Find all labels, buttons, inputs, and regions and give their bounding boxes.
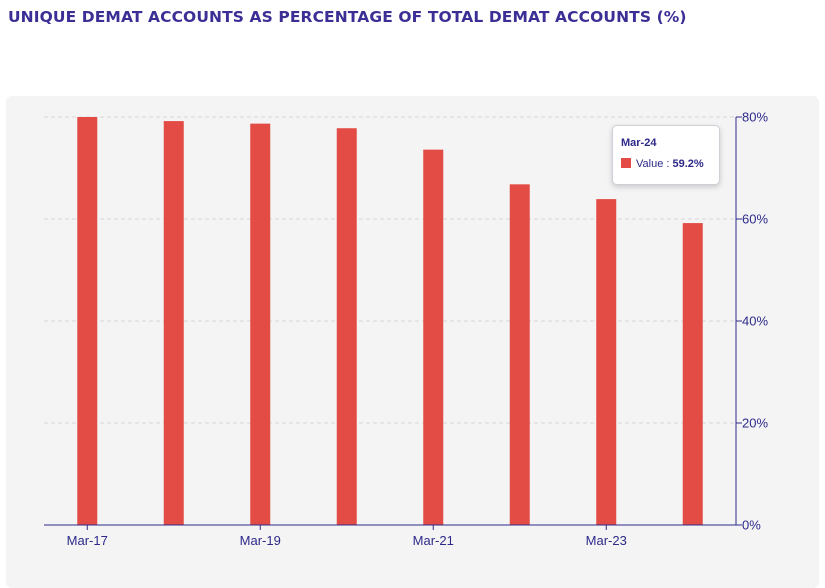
bar bbox=[77, 117, 98, 525]
y-tick-label: 60% bbox=[742, 212, 768, 227]
bar bbox=[336, 128, 357, 525]
bar bbox=[682, 223, 703, 525]
x-tick-label: Mar-21 bbox=[413, 533, 454, 548]
tooltip-value: 59.2% bbox=[672, 158, 704, 170]
bar bbox=[509, 184, 530, 525]
value-tooltip: Mar-24 Value : 59.2% bbox=[612, 125, 720, 185]
x-tick-label: Mar-23 bbox=[586, 533, 627, 548]
y-tick-label: 0% bbox=[742, 518, 761, 533]
tooltip-separator: : bbox=[666, 158, 670, 170]
y-tick-label: 80% bbox=[742, 110, 768, 125]
tooltip-swatch-icon bbox=[621, 158, 631, 168]
chart-title: UNIQUE DEMAT ACCOUNTS AS PERCENTAGE OF T… bbox=[8, 8, 687, 26]
tooltip-series-label: Value bbox=[636, 158, 664, 170]
tooltip-row: Value : 59.2% bbox=[621, 158, 704, 170]
tooltip-category: Mar-24 bbox=[621, 137, 657, 149]
bar bbox=[423, 149, 444, 525]
y-tick-label: 20% bbox=[742, 416, 768, 431]
y-tick-label: 40% bbox=[742, 314, 768, 329]
x-tick-label: Mar-17 bbox=[67, 533, 108, 548]
bar bbox=[163, 121, 184, 525]
x-tick-label: Mar-19 bbox=[240, 533, 281, 548]
bar bbox=[250, 123, 271, 525]
bar bbox=[596, 199, 617, 526]
